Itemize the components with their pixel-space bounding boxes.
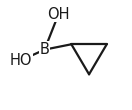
Text: B: B <box>40 42 50 57</box>
Text: HO: HO <box>10 53 32 68</box>
Text: OH: OH <box>47 7 70 22</box>
